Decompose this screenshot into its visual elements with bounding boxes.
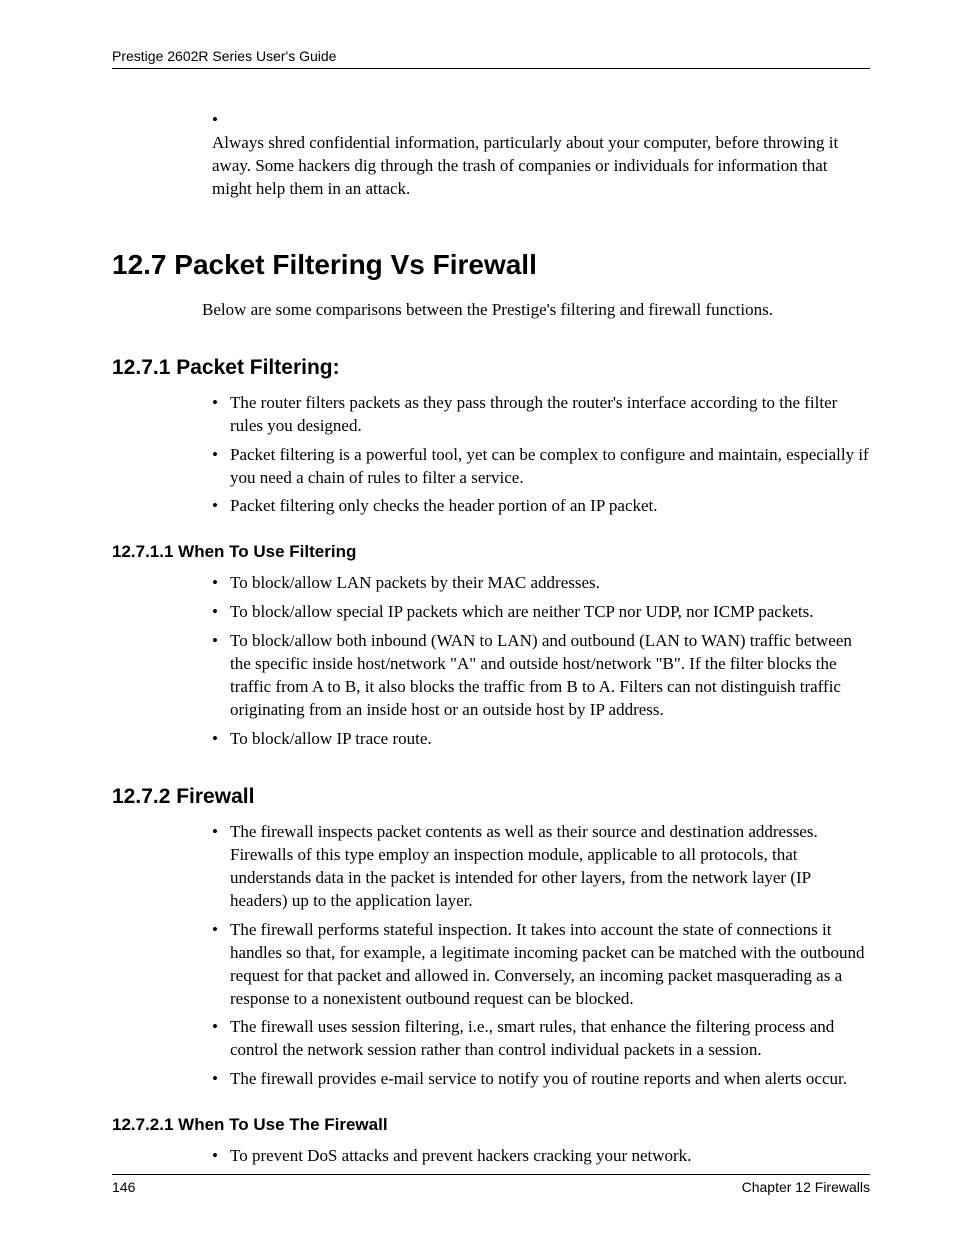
footer-chapter: Chapter 12 Firewalls [742, 1179, 870, 1195]
firewall-list: The firewall inspects packet contents as… [212, 821, 870, 1091]
subsubsection-heading-when-filtering: 12.7.1.1 When To Use Filtering [112, 542, 870, 562]
section-heading: 12.7 Packet Filtering Vs Firewall [112, 249, 870, 281]
list-item: The router filters packets as they pass … [212, 392, 870, 438]
running-header: Prestige 2602R Series User's Guide [112, 48, 870, 69]
list-item: The firewall provides e-mail service to … [212, 1068, 870, 1091]
when-firewall-list: To prevent DoS attacks and prevent hacke… [212, 1145, 870, 1168]
list-item: The firewall inspects packet contents as… [212, 821, 870, 913]
section-intro: Below are some comparisons between the P… [202, 299, 870, 322]
list-item: The firewall performs stateful inspectio… [212, 919, 870, 1011]
list-item: To block/allow LAN packets by their MAC … [212, 572, 870, 595]
list-item: The firewall uses session filtering, i.e… [212, 1016, 870, 1062]
list-item: To block/allow special IP packets which … [212, 601, 870, 624]
continued-bullet-text: Always shred confidential information, p… [212, 132, 848, 201]
list-item: To prevent DoS attacks and prevent hacke… [212, 1145, 870, 1168]
page-footer: 146 Chapter 12 Firewalls [112, 1174, 870, 1195]
footer-page-number: 146 [112, 1179, 135, 1195]
list-item: To block/allow IP trace route. [212, 728, 870, 751]
subsection-heading-packet-filtering: 12.7.1 Packet Filtering: [112, 356, 870, 380]
list-item: Packet filtering only checks the header … [212, 495, 870, 518]
packet-filtering-list: The router filters packets as they pass … [212, 392, 870, 519]
subsubsection-heading-when-firewall: 12.7.2.1 When To Use The Firewall [112, 1115, 870, 1135]
document-page: Prestige 2602R Series User's Guide • Alw… [0, 0, 954, 1235]
list-item: Packet filtering is a powerful tool, yet… [212, 444, 870, 490]
continued-bullet-block: • Always shred confidential information,… [212, 109, 870, 201]
subsection-heading-firewall: 12.7.2 Firewall [112, 785, 870, 809]
when-filtering-list: To block/allow LAN packets by their MAC … [212, 572, 870, 751]
list-item: To block/allow both inbound (WAN to LAN)… [212, 630, 870, 722]
bullet-icon: • [212, 109, 230, 132]
